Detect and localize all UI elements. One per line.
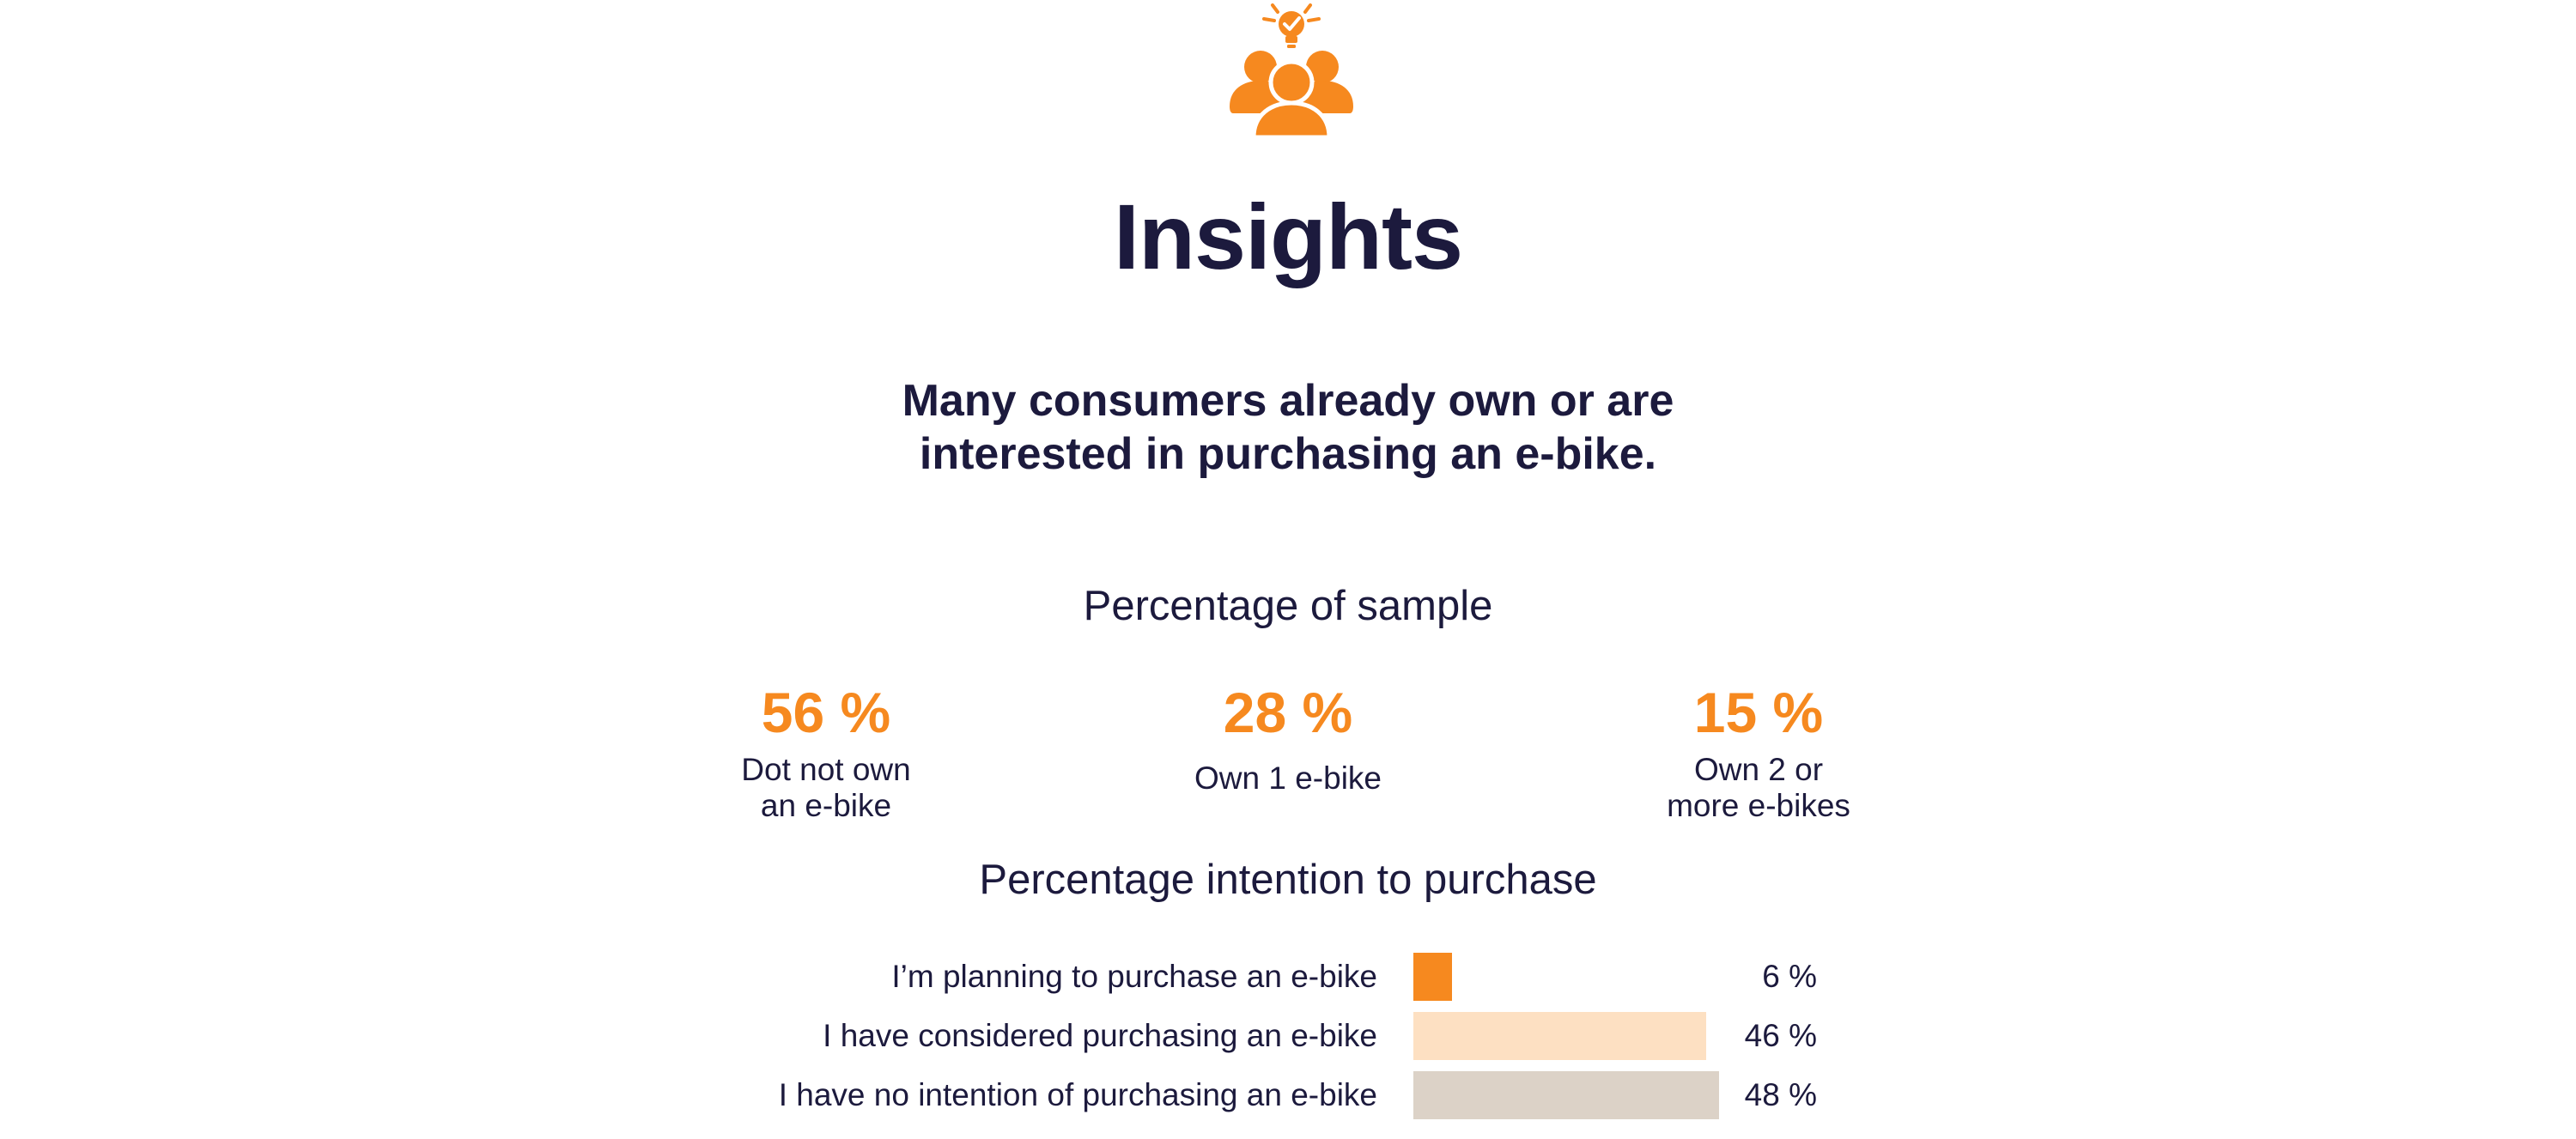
- stat-label: Own 1 e-bike: [1108, 760, 1468, 797]
- stat-label-line: an e-bike: [760, 788, 892, 823]
- stat-label-line: more e-bikes: [1667, 788, 1850, 823]
- stat-item: 56 % Dot not own an e-bike: [646, 678, 1006, 824]
- stat-label: Dot not own an e-bike: [646, 752, 1006, 824]
- bar-value-label: 6 %: [1762, 959, 1817, 994]
- bar: [1413, 1071, 1719, 1119]
- stat-value: 15 %: [1693, 681, 1824, 744]
- stat-label: Own 2 or more e-bikes: [1578, 752, 1939, 824]
- ownership-heading: Percentage of sample: [1083, 583, 1493, 629]
- bar-value-label: 48 %: [1744, 1077, 1817, 1112]
- stat-value: 28 %: [1223, 681, 1353, 744]
- intention-heading: Percentage intention to purchase: [979, 857, 1597, 903]
- bar-category-label: I have considered purchasing an e-bike: [823, 1018, 1377, 1053]
- headline-line-2: interested in purchasing an e-bike.: [919, 429, 1657, 479]
- stat-label-line: Own 1 e-bike: [1194, 760, 1382, 796]
- people-lightbulb-icon: [1230, 3, 1353, 137]
- stat-value: 56 %: [761, 681, 891, 744]
- bar-category-label: I’m planning to purchase an e-bike: [891, 959, 1377, 994]
- bar-value-label: 46 %: [1744, 1018, 1817, 1053]
- stat-label-line: Dot not own: [741, 752, 911, 787]
- bar: [1413, 953, 1452, 1001]
- stat-label-line: Own 2 or: [1693, 752, 1824, 787]
- headline: Many consumers already own or are intere…: [0, 374, 2576, 481]
- stat-item: 28 % Own 1 e-bike: [1108, 678, 1468, 797]
- bar-category-label: I have no intention of purchasing an e-b…: [778, 1077, 1377, 1112]
- page-title: Insights: [1113, 185, 1463, 288]
- headline-line-1: Many consumers already own or are: [902, 376, 1674, 426]
- stat-item: 15 % Own 2 or more e-bikes: [1578, 678, 1939, 824]
- bar: [1413, 1012, 1706, 1060]
